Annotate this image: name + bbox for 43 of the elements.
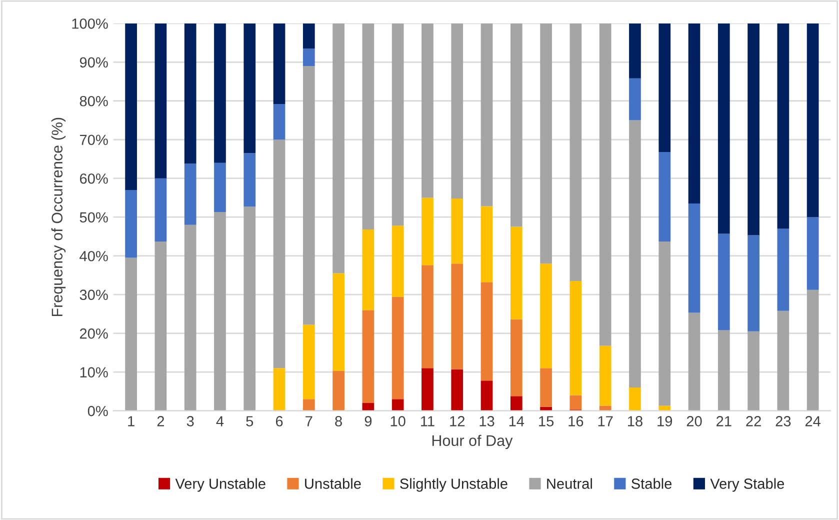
x-tick-label: 14: [509, 416, 524, 426]
x-tick-label: 24: [805, 416, 821, 426]
x-tick-label: 10: [390, 416, 406, 426]
x-tick-label: 20: [686, 416, 702, 426]
x-tick-label: 15: [539, 416, 554, 426]
x-tick-label: 11: [421, 416, 434, 426]
x-tick-label: 18: [628, 416, 642, 426]
x-tick-label: 13: [480, 416, 494, 426]
y-tick-label: 50%: [80, 212, 108, 223]
x-tick-label: 8: [335, 416, 342, 426]
x-tick-label: 21: [716, 416, 732, 426]
x-tick-label: 12: [450, 416, 464, 426]
x-tick-label: 19: [658, 416, 672, 426]
y-tick-label: 40%: [80, 250, 108, 262]
x-tick-label: 5: [246, 416, 254, 426]
legend-label: Stable: [632, 478, 672, 489]
y-tick-label: 60%: [80, 173, 108, 184]
x-tick-label: 22: [746, 416, 761, 426]
x-tick-label: 4: [216, 416, 224, 426]
x-axis-title: Hour of Day: [432, 434, 513, 450]
x-tick-label: 17: [598, 416, 613, 426]
y-tick-label: 70%: [80, 134, 108, 146]
legend-label: Very Unstable: [175, 478, 266, 492]
x-tick-label: 2: [157, 416, 164, 426]
y-tick-label: 30%: [80, 290, 108, 300]
legend-label: Unstable: [305, 478, 361, 489]
x-tick-label: 6: [276, 416, 283, 426]
y-tick-label: 100%: [72, 18, 108, 29]
y-tick-label: 20%: [80, 328, 108, 339]
x-tick-label: 9: [364, 416, 372, 426]
y-tick-label: 0%: [88, 406, 108, 416]
y-tick-label: 90%: [80, 57, 108, 68]
y-tick-label: 80%: [80, 96, 108, 106]
x-tick-label: 23: [776, 416, 791, 426]
legend-label: Slightly Unstable: [400, 478, 508, 492]
x-tick-label: 1: [128, 416, 134, 426]
y-tick-label: 10%: [80, 367, 108, 378]
legend-label: Neutral: [547, 478, 592, 489]
legend-label: Very Stable: [710, 478, 784, 492]
x-tick-label: 16: [568, 416, 584, 426]
x-tick-label: 3: [186, 416, 194, 426]
x-tick-label: 7: [306, 416, 312, 426]
y-axis-title: Frequency of Occurrence (%): [51, 118, 66, 316]
